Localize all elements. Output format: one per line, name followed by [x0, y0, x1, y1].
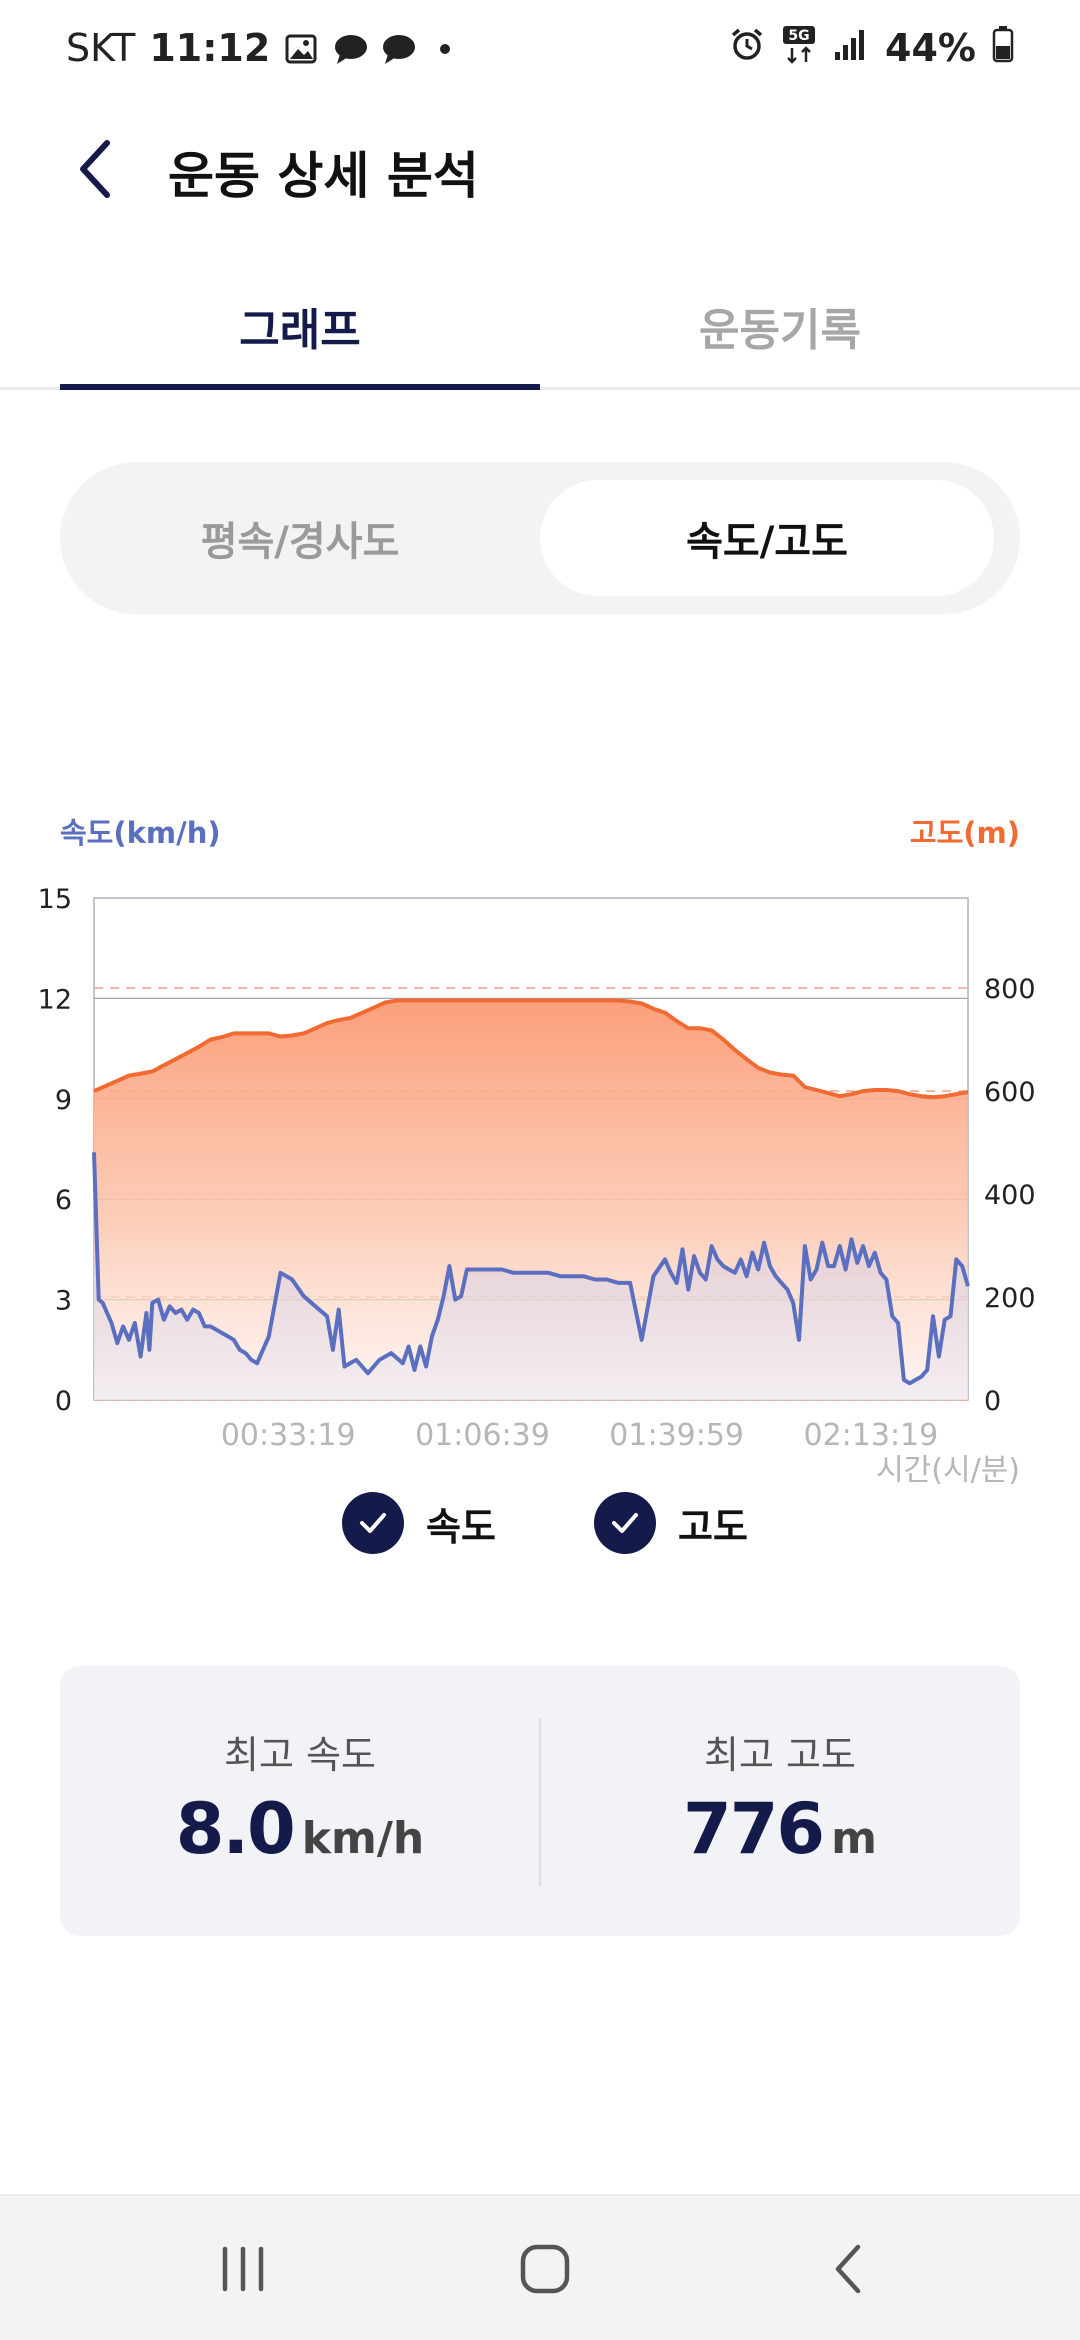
chart-ticks: 0 3 6 9 12 15 0 200 400 600 800 00:33:19 01:06:39 01:…: [38, 884, 1036, 1488]
max-altitude-stat: 최고 고도 776 m: [540, 1666, 1020, 1936]
check-icon: [594, 1492, 656, 1554]
speed-series-line: [92, 1152, 970, 1386]
max-altitude-unit: m: [831, 1813, 877, 1864]
gallery-icon: [284, 31, 318, 65]
left-tick-label: 12: [38, 984, 72, 1015]
right-tick-label: 0: [984, 1386, 1001, 1417]
legend-altitude-label: 고도: [678, 1504, 748, 1549]
back-icon: [835, 2244, 861, 2294]
system-back-button[interactable]: [768, 2196, 928, 2340]
app-header: 운동 상세 분석: [0, 96, 1080, 246]
stats-card: 최고 속도 8.0 km/h 최고 고도 776 m: [60, 1666, 1020, 1936]
status-right: 5G 44%: [729, 22, 1014, 74]
battery-icon: [992, 25, 1014, 72]
home-button[interactable]: [465, 2196, 625, 2340]
dot-icon: [428, 31, 462, 65]
left-tick-label: 3: [55, 1286, 72, 1317]
right-tick-label: 600: [984, 1077, 1036, 1108]
chart-fills: [94, 1000, 968, 1400]
recents-button[interactable]: [163, 2196, 323, 2340]
x-tick-label: 00:33:19: [221, 1418, 356, 1453]
left-tick-label: 6: [55, 1185, 72, 1216]
altitude-series-line: [93, 998, 969, 1100]
left-tick-label: 0: [55, 1386, 72, 1417]
stats-divider: [539, 1718, 541, 1886]
right-tick-label: 400: [984, 1180, 1036, 1211]
status-time: 11:12: [149, 26, 271, 70]
tab-records[interactable]: 운동기록: [699, 305, 861, 356]
carrier-name: SKT: [66, 26, 136, 70]
speed-altitude-chart: 속도(km/h) 고도(m) 0 3 6 9 12 15 0 200 400 600 800 00:3…: [0, 790, 1080, 1510]
chevron-left-icon: [80, 140, 110, 198]
signal-icon: [833, 26, 869, 71]
chat-bubble-icon: [380, 31, 416, 65]
status-bar: SKT 11:12 5G 44%: [0, 0, 1080, 96]
max-altitude-value-row: 776 m: [540, 1788, 1020, 1870]
x-tick-label: 01:39:59: [609, 1418, 744, 1453]
chart-type-toggle: 평속/경사도 속도/고도: [60, 462, 1020, 614]
segment-speed-altitude[interactable]: 속도/고도: [540, 480, 994, 596]
check-icon: [342, 1492, 404, 1554]
max-speed-value-row: 8.0 km/h: [60, 1788, 540, 1870]
battery-percent: 44%: [885, 26, 976, 70]
legend-speed-toggle[interactable]: 속도: [342, 1490, 496, 1556]
right-axis-label: 고도(m): [909, 816, 1020, 850]
x-tick-label: 02:13:19: [803, 1418, 938, 1453]
status-left: SKT 11:12: [66, 22, 462, 74]
x-axis-label: 시간(시/분): [876, 1453, 1020, 1488]
left-tick-label: 15: [38, 884, 72, 915]
segment-avg-speed-slope[interactable]: 평속/경사도: [200, 519, 400, 565]
max-speed-unit: km/h: [301, 1813, 425, 1864]
5g-data-icon: 5G: [781, 24, 817, 73]
chat-bubble-icon: [332, 31, 368, 65]
chart-lines: [92, 998, 970, 1386]
recents-icon: [222, 2246, 264, 2292]
left-axis-label: 속도(km/h): [60, 816, 221, 850]
max-speed-value: 8.0: [175, 1788, 296, 1870]
right-tick-label: 200: [984, 1283, 1036, 1314]
left-tick-label: 9: [55, 1085, 72, 1116]
back-button[interactable]: [60, 114, 130, 224]
legend-altitude-toggle[interactable]: 고도: [594, 1490, 748, 1556]
max-altitude-label: 최고 고도: [704, 1733, 856, 1777]
svg-text:5G: 5G: [788, 28, 809, 44]
tab-bar: 그래프 운동기록: [0, 262, 1080, 390]
chart-plot: 0 3 6 9 12 15 0 200 400 600 800 00:33:19 01:06:39 01:…: [38, 884, 1036, 1488]
chart-legend: 속도 고도: [0, 1490, 1080, 1560]
page-title: 운동 상세 분석: [168, 147, 479, 205]
max-speed-stat: 최고 속도 8.0 km/h: [60, 1666, 540, 1936]
right-tick-label: 800: [984, 974, 1036, 1005]
max-altitude-value: 776: [683, 1788, 825, 1870]
system-nav-bar: [0, 2194, 1080, 2340]
x-tick-label: 01:06:39: [415, 1418, 550, 1453]
home-icon: [520, 2244, 570, 2294]
active-tab-indicator: [60, 384, 540, 390]
speed-area: [94, 1152, 968, 1400]
legend-speed-label: 속도: [426, 1504, 496, 1549]
tab-graph[interactable]: 그래프: [239, 305, 361, 356]
max-speed-label: 최고 속도: [224, 1733, 376, 1777]
alarm-icon: [729, 26, 765, 71]
